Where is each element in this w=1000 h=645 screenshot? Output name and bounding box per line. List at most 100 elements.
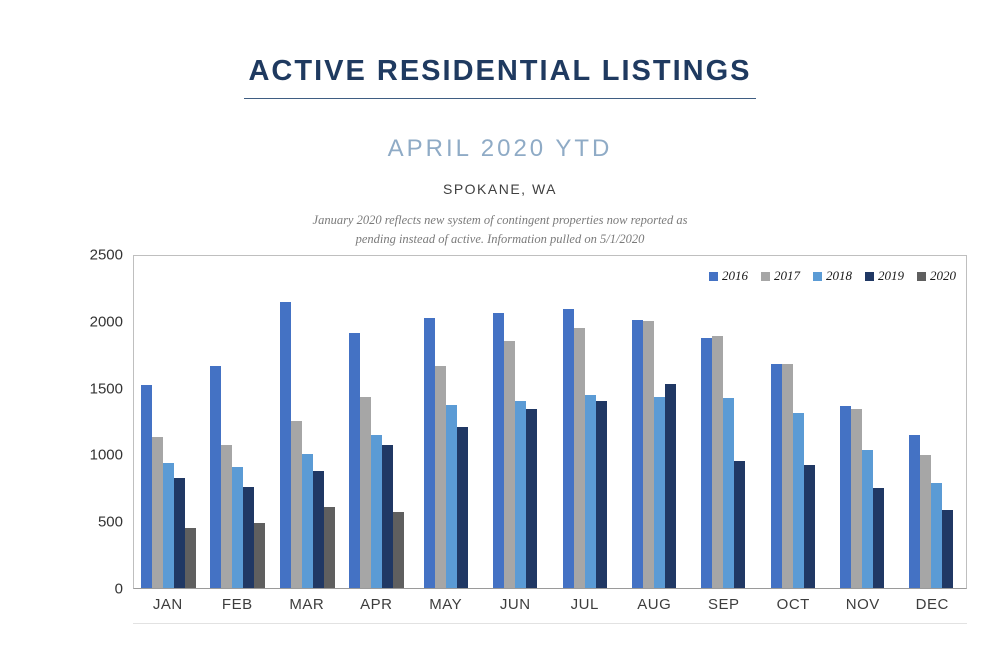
- bar-2019-apr: [382, 444, 394, 588]
- bar-2019-aug: [664, 383, 676, 588]
- chart-location: SPOKANE, WA: [442, 181, 557, 197]
- plot-wrap: 2016 2017 2018 2019 2020 JAN FEB MAR APR MAY JUN J…: [133, 255, 967, 624]
- bar-group-oct: [758, 256, 827, 588]
- x-label-feb: FEB: [221, 596, 253, 613]
- bar-2016-feb: [210, 366, 222, 588]
- chart-header: ACTIVE RESIDENTIAL LISTINGS APRIL 2020 Y…: [0, 0, 1000, 250]
- bar-2017-dec: [920, 455, 932, 588]
- bar-2016-jun: [493, 313, 505, 588]
- x-label-jun: JUN: [499, 596, 531, 613]
- bar-group-jun: [481, 256, 550, 588]
- bar-2018-may: [445, 404, 457, 588]
- chart-subtitle: APRIL 2020 YTD: [387, 135, 613, 162]
- bar-2019-sep: [734, 460, 746, 588]
- bar-2016-may: [423, 318, 435, 588]
- bar-2019-oct: [803, 464, 815, 588]
- x-axis: JAN FEB MAR APR MAY JUN JUL AUG SEP OCT NOV DEC: [133, 589, 967, 624]
- legend-label-2020: 2020: [930, 268, 956, 283]
- legend-swatch-2020: [917, 271, 926, 281]
- x-label-oct: OCT: [776, 596, 810, 613]
- bar-2018-jan: [163, 463, 175, 588]
- bar-2016-dec: [909, 435, 921, 588]
- legend-item-2016: 2016: [709, 268, 748, 284]
- bar-2017-jun: [504, 341, 516, 588]
- bar-2019-jan: [174, 477, 186, 588]
- bar-2018-feb: [232, 467, 244, 588]
- legend-item-2019: 2019: [865, 268, 904, 284]
- bar-2016-aug: [631, 319, 643, 588]
- x-label-sep: SEP: [707, 596, 740, 613]
- bar-2017-aug: [642, 321, 654, 588]
- bar-chart: 0 500 1000 1500 2000 2500 2016 2017 2018 2019 202…: [85, 247, 967, 624]
- y-tick-500: 500: [97, 513, 123, 531]
- bar-2020-apr: [393, 511, 405, 588]
- chart-note: January 2020 reflects new system of cont…: [0, 211, 1000, 250]
- y-tick-1500: 1500: [89, 380, 123, 398]
- legend-swatch-2016: [709, 271, 718, 281]
- bar-2019-feb: [243, 487, 255, 588]
- bar-2017-jul: [573, 327, 585, 588]
- bar-2018-jun: [515, 400, 527, 588]
- x-label-jul: JUL: [570, 596, 599, 613]
- bar-2019-dec: [942, 509, 954, 588]
- x-label-jan: JAN: [152, 596, 183, 613]
- bar-2019-may: [456, 427, 468, 588]
- bar-2017-apr: [360, 396, 372, 588]
- chart-note-line1: January 2020 reflects new system of cont…: [312, 213, 688, 227]
- bar-group-apr: [342, 256, 411, 588]
- legend-swatch-2019: [865, 271, 874, 281]
- bar-group-feb: [203, 256, 272, 588]
- legend-item-2018: 2018: [813, 268, 852, 284]
- y-tick-1000: 1000: [89, 446, 123, 464]
- x-label-mar: MAR: [289, 596, 325, 613]
- legend-item-2020: 2020: [917, 268, 956, 284]
- x-label-dec: DEC: [915, 596, 949, 613]
- bar-2018-aug: [653, 396, 665, 588]
- bar-2018-jul: [584, 395, 596, 588]
- chart-note-line2: pending instead of active. Information p…: [355, 232, 645, 247]
- bar-2019-nov: [872, 488, 884, 588]
- chart-legend: 2016 2017 2018 2019 2020: [709, 268, 956, 284]
- bar-group-may: [411, 256, 480, 588]
- bar-2017-nov: [850, 408, 862, 588]
- bar-2018-sep: [723, 398, 735, 588]
- legend-swatch-2017: [761, 271, 770, 281]
- legend-label-2017: 2017: [774, 268, 800, 283]
- bar-group-mar: [273, 256, 342, 588]
- bar-2018-nov: [861, 449, 873, 588]
- bar-2019-jul: [595, 400, 607, 588]
- x-label-may: MAY: [429, 596, 463, 613]
- bar-2017-mar: [290, 420, 302, 588]
- bar-2020-jan: [185, 528, 197, 588]
- bar-2018-oct: [792, 412, 804, 588]
- bar-2017-jan: [152, 436, 164, 588]
- bar-2018-mar: [301, 453, 313, 588]
- bar-2018-dec: [931, 483, 943, 588]
- y-tick-2500: 2500: [89, 246, 123, 264]
- bar-2016-jul: [562, 309, 574, 588]
- legend-label-2018: 2018: [826, 268, 852, 283]
- bar-2017-may: [434, 366, 446, 588]
- legend-label-2019: 2019: [878, 268, 904, 283]
- legend-label-2016: 2016: [722, 268, 748, 283]
- x-label-nov: NOV: [845, 596, 880, 613]
- bar-2018-apr: [371, 435, 383, 588]
- legend-item-2017: 2017: [761, 268, 800, 284]
- bar-group-dec: [897, 256, 966, 588]
- bar-2017-feb: [221, 444, 233, 588]
- bar-2016-jan: [141, 384, 153, 588]
- bar-2016-mar: [279, 302, 291, 588]
- bar-group-nov: [827, 256, 896, 588]
- bar-group-jan: [134, 256, 203, 588]
- bar-2020-feb: [254, 522, 266, 588]
- bar-2017-sep: [712, 335, 724, 588]
- y-axis: 0 500 1000 1500 2000 2500: [85, 247, 133, 598]
- plot-area: 2016 2017 2018 2019 2020: [133, 255, 967, 589]
- bar-2016-sep: [701, 338, 713, 588]
- bar-2016-oct: [770, 363, 782, 588]
- bar-group-jul: [550, 256, 619, 588]
- bar-2016-apr: [349, 333, 361, 588]
- legend-swatch-2018: [813, 271, 822, 281]
- bar-group-sep: [689, 256, 758, 588]
